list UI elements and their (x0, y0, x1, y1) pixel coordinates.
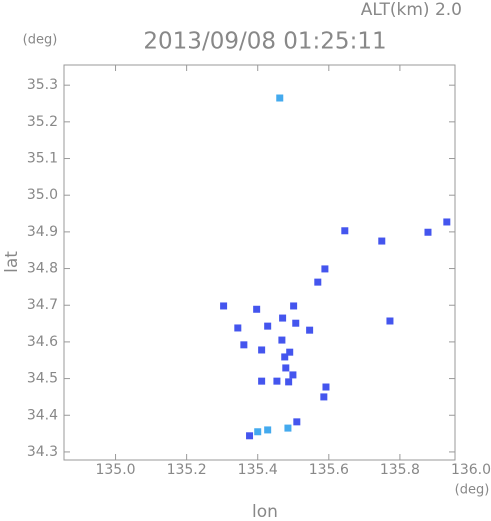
echo-point (234, 324, 242, 332)
y-tick-label: 34.8 (27, 261, 58, 277)
echo-point (424, 228, 432, 236)
x-unit: (deg) (455, 483, 490, 498)
echo-point (292, 319, 300, 327)
x-tick-label: 135.8 (380, 462, 420, 478)
x-tick-label: 136.0 (451, 462, 491, 478)
echo-point (258, 377, 266, 385)
x-tick-label: 135.4 (238, 462, 278, 478)
echo-point (314, 278, 322, 286)
x-axis-label: lon (252, 502, 278, 521)
echo-point (341, 227, 349, 235)
altitude-label: ALT(km) 2.0 (361, 0, 462, 20)
echo-point (258, 346, 266, 354)
y-tick-label: 35.2 (27, 114, 58, 130)
y-unit: (deg) (23, 33, 58, 48)
echo-point (286, 348, 294, 356)
echo-point (290, 302, 298, 310)
echo-point (276, 94, 284, 102)
echo-point (378, 237, 386, 245)
y-tick-label: 35.1 (27, 151, 58, 167)
y-tick-label: 34.5 (27, 371, 58, 387)
echo-point (386, 317, 394, 325)
echo-point (282, 364, 290, 372)
echo-point (281, 353, 289, 361)
echo-point (284, 424, 292, 432)
echo-point (443, 218, 451, 226)
echo-point (321, 265, 329, 273)
echo-point (306, 326, 314, 334)
echo-point (320, 393, 328, 401)
echo-point (293, 418, 301, 426)
x-tick-label: 135.6 (309, 462, 349, 478)
y-axis-label: lat (2, 251, 22, 273)
echo-point (322, 383, 330, 391)
plot-frame (63, 64, 456, 461)
echo-point (264, 426, 272, 434)
echo-point (253, 305, 261, 313)
echo-point (278, 336, 286, 344)
y-tick-label: 34.4 (27, 407, 58, 423)
y-tick-label: 35.3 (27, 77, 58, 93)
echo-point (285, 378, 293, 386)
y-tick-label: 35.0 (27, 187, 58, 203)
echo-point (264, 322, 272, 330)
echo-point (246, 432, 254, 440)
echo-point (273, 377, 281, 385)
echo-point (220, 302, 228, 310)
echo-point (279, 314, 287, 322)
echo-point (254, 428, 262, 436)
echo-point (240, 341, 248, 349)
y-tick-label: 34.7 (27, 297, 58, 313)
y-tick-label: 34.6 (27, 334, 58, 350)
x-tick-label: 135.0 (95, 462, 135, 478)
x-tick-label: 135.2 (167, 462, 207, 478)
y-tick-label: 34.9 (27, 224, 58, 240)
echo-point (289, 371, 297, 379)
y-tick-label: 34.3 (27, 444, 58, 460)
chart-title: 2013/09/08 01:25:11 (143, 29, 386, 55)
